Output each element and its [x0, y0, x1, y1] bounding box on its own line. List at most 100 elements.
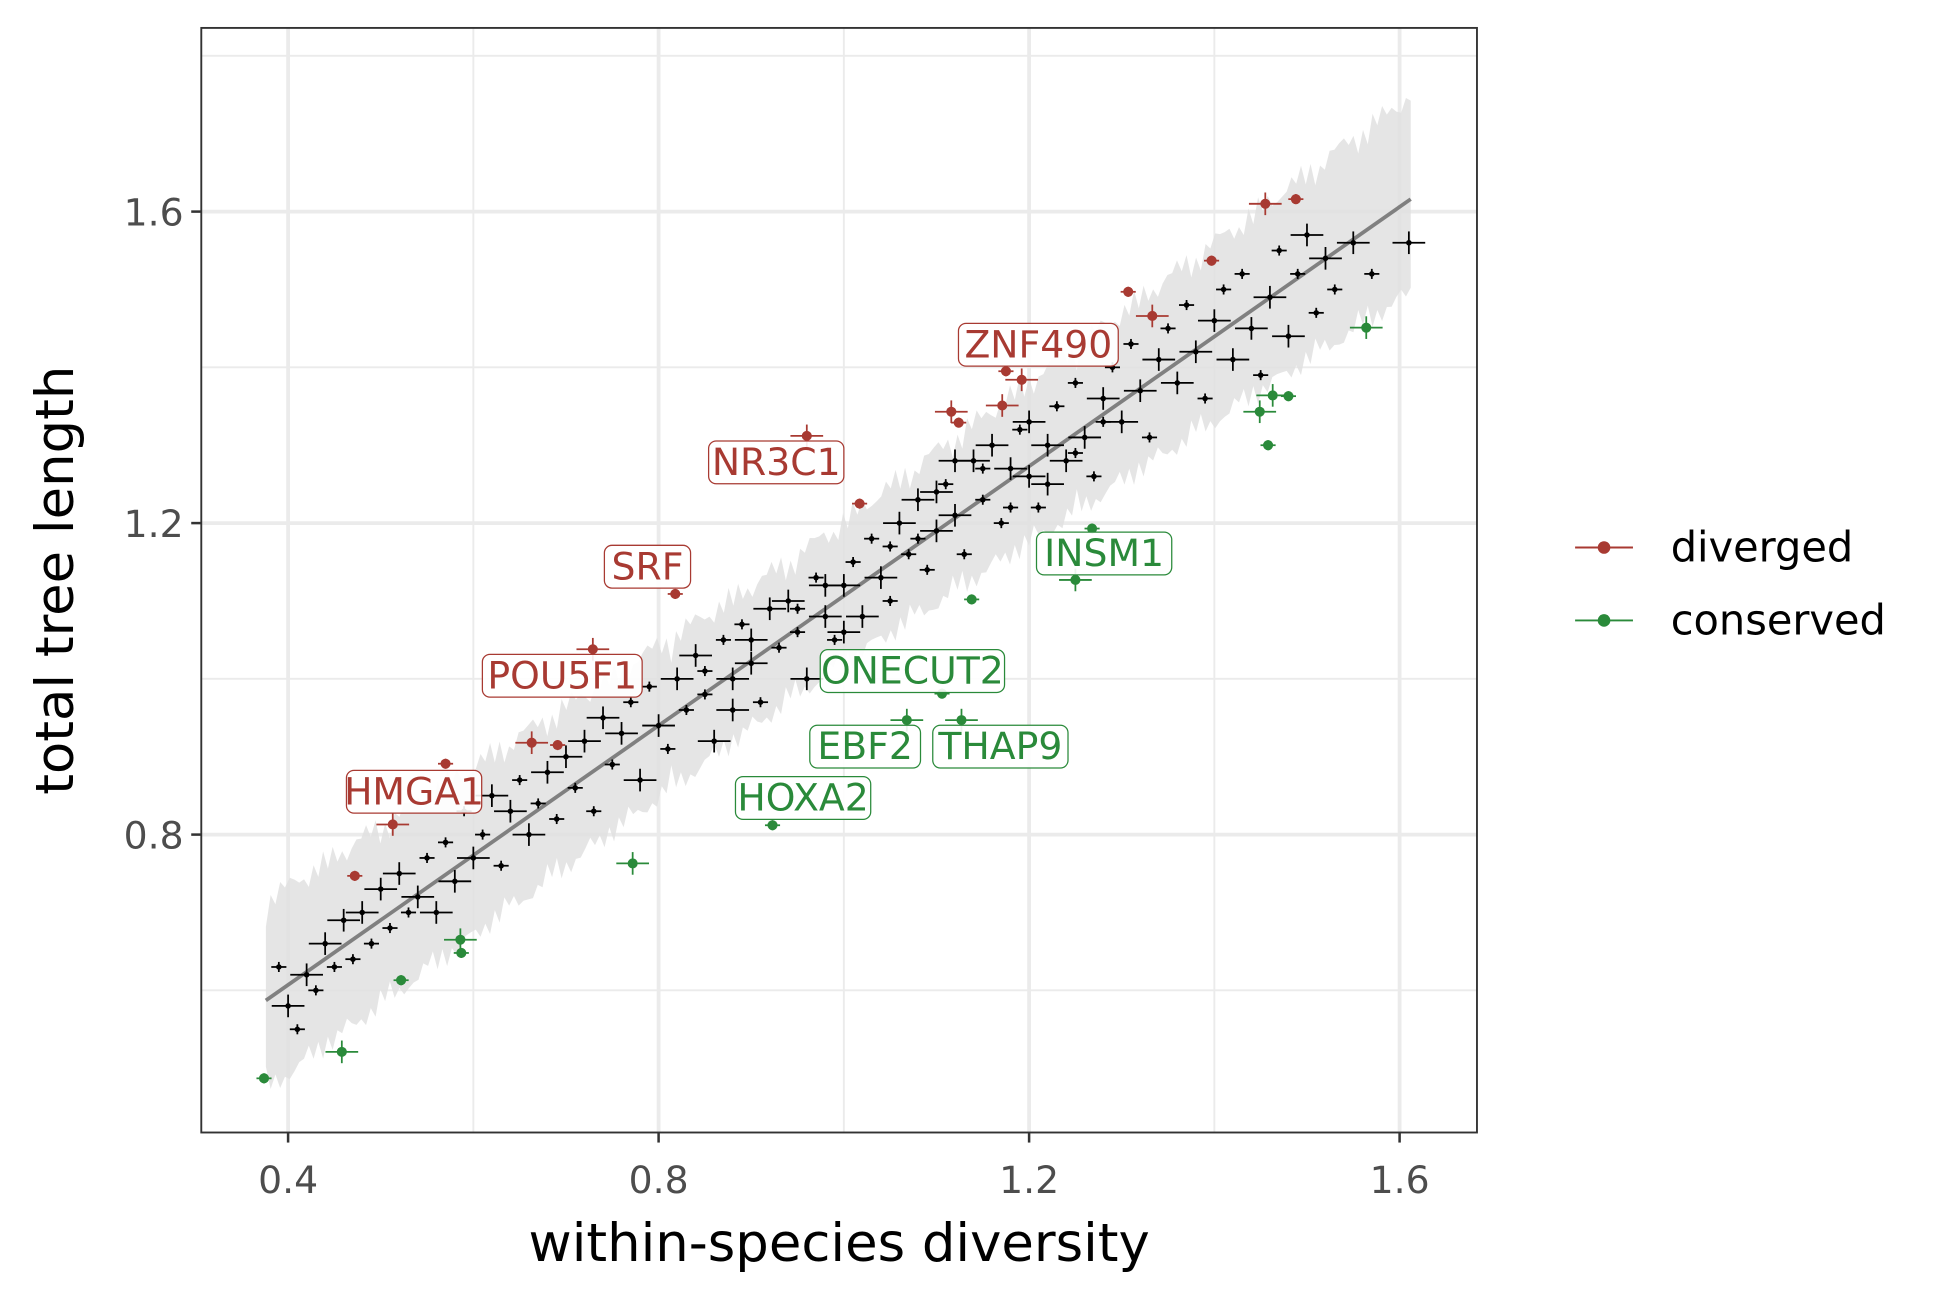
other-point: [1026, 473, 1032, 480]
point-label-box: [481, 653, 643, 698]
x-tick-label: 0.8: [629, 1158, 689, 1202]
point-label-box: [603, 544, 692, 589]
conserved-point: [456, 947, 467, 958]
y-tick-label: 1.2: [124, 502, 184, 546]
other-point: [878, 574, 884, 581]
other-point: [313, 987, 319, 994]
point-label: HOXA2: [737, 776, 868, 820]
other-point: [1350, 239, 1357, 246]
other-point: [942, 481, 949, 487]
other-point: [794, 629, 801, 635]
other-point: [1248, 325, 1255, 332]
other-point: [1276, 247, 1282, 254]
other-point: [998, 520, 1005, 526]
diverged-point: [946, 406, 957, 417]
diverged-point: [387, 819, 398, 830]
diverged-point: [953, 417, 964, 428]
other-point: [1165, 325, 1171, 332]
diverged-point: [997, 400, 1008, 411]
other-point: [1211, 317, 1218, 324]
other-point: [479, 831, 486, 838]
other-point: [331, 964, 338, 970]
other-point: [1137, 387, 1144, 394]
other-point: [405, 909, 412, 916]
conserved-point: [336, 1046, 347, 1057]
other-point: [377, 886, 384, 892]
other-point: [1054, 403, 1060, 410]
point-label-box: [734, 775, 872, 821]
point-label-box: [932, 724, 1069, 769]
fit-line: [264, 197, 1412, 1003]
conserved-point: [901, 715, 912, 726]
other-point: [1146, 434, 1153, 441]
other-point: [655, 722, 662, 729]
other-point: [1331, 286, 1338, 293]
point-label: POU5F1: [487, 653, 637, 697]
other-point: [1322, 255, 1329, 262]
diverged-point: [526, 737, 537, 748]
other-point: [276, 964, 282, 970]
x-tick-label: 1.2: [999, 1158, 1059, 1202]
point-label: EBF2: [817, 724, 912, 768]
other-point: [498, 862, 504, 869]
conserved-point: [627, 858, 638, 869]
other-point: [628, 699, 634, 705]
other-point: [674, 676, 680, 682]
other-point: [1406, 239, 1412, 246]
other-point: [1220, 286, 1227, 293]
other-point: [822, 613, 829, 620]
diverged-point: [1290, 194, 1301, 205]
other-point: [961, 551, 968, 558]
other-point: [1369, 271, 1375, 277]
conserved-point: [1087, 523, 1098, 534]
ribbon-area: [265, 97, 1411, 1090]
other-point: [757, 699, 764, 705]
axis-ticks: 0.4 0.8 1.2 1.6 0.8 1.2 1.6: [124, 190, 1430, 1201]
other-point: [1035, 504, 1042, 511]
other-point: [665, 746, 671, 752]
legend-label-conserved: conserved: [1671, 595, 1886, 644]
other-point: [452, 878, 458, 885]
conserved-point: [1283, 391, 1294, 402]
point-label-box: [1035, 531, 1173, 576]
other-point: [1081, 434, 1088, 441]
other-point: [350, 956, 356, 962]
other-point: [1202, 395, 1208, 402]
other-point: [618, 730, 625, 737]
other-point: [989, 442, 995, 448]
other-point: [1044, 481, 1051, 487]
other-point: [980, 465, 986, 472]
other-point: [831, 637, 838, 643]
other-point: [952, 512, 958, 519]
points: [256, 192, 1426, 1084]
diverged-point: [587, 644, 598, 655]
other-point: [368, 940, 375, 947]
other-point: [1100, 395, 1106, 402]
diverged-point: [1123, 286, 1134, 297]
diverged-point: [670, 588, 681, 599]
diverged-point: [552, 740, 563, 751]
other-point: [526, 831, 532, 838]
conserved-point: [396, 975, 407, 986]
other-point: [1026, 419, 1032, 425]
y-tick-label: 0.8: [124, 813, 184, 857]
other-point: [1072, 380, 1079, 386]
other-point: [1072, 450, 1079, 456]
other-point: [415, 894, 421, 900]
other-point: [970, 458, 977, 464]
other-point: [600, 715, 606, 721]
conserved-point: [1361, 322, 1372, 333]
other-point: [905, 551, 912, 558]
other-point: [646, 683, 653, 690]
other-point: [1044, 442, 1051, 448]
other-point: [1156, 356, 1162, 363]
y-tick-label: 1.6: [124, 190, 184, 234]
other-point: [915, 535, 921, 542]
diverged-point: [349, 870, 360, 881]
other-point: [1128, 341, 1134, 347]
other-point: [535, 800, 541, 807]
other-point: [1313, 310, 1320, 316]
other-point: [1304, 232, 1310, 238]
other-point: [1285, 333, 1292, 339]
point-label: HMGA1: [344, 769, 484, 813]
